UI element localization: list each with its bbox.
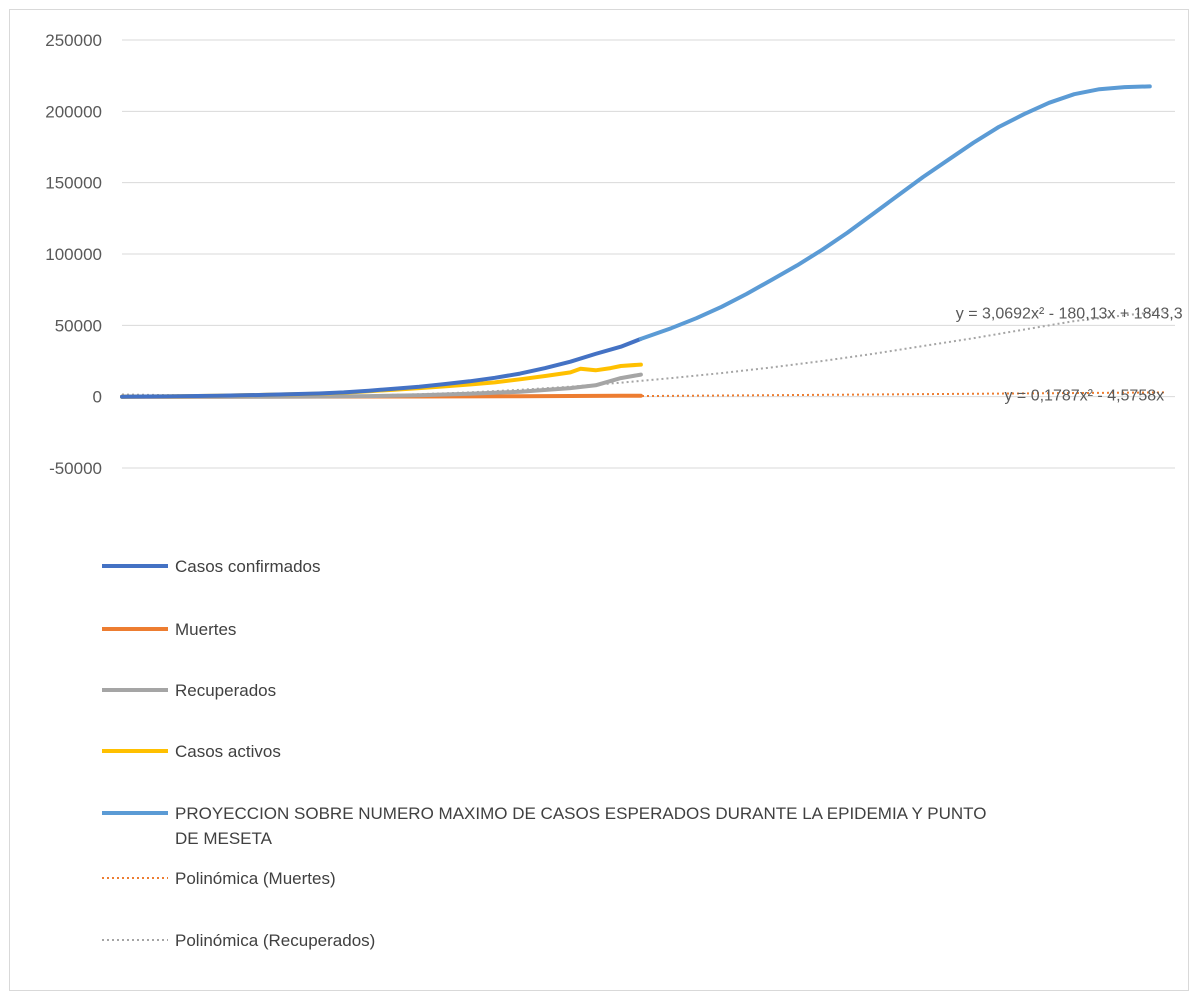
legend-label: Polinómica (Muertes) <box>175 869 336 888</box>
series-line-casos-activos <box>120 362 643 399</box>
legend-item-casos-confirmados: Casos confirmados <box>102 557 321 576</box>
series-line-casos-confirmados <box>120 336 643 399</box>
y-tick-label: 200000 <box>45 102 102 121</box>
y-axis-ticks: 250000 200000 150000 100000 50000 0 -50000 <box>45 31 102 478</box>
y-tick-label: 150000 <box>45 174 102 193</box>
annotation-layer: y = 3,0692x² - 180,13x + 1843,3 y = 0,178… <box>956 305 1183 404</box>
legend-item-casos-activos: Casos activos <box>102 742 281 761</box>
legend-label: PROYECCION SOBRE NUMERO MAXIMO DE CASOS … <box>175 804 986 823</box>
legend: Casos confirmados Muertes Recuperados Casos… <box>102 557 986 950</box>
legend-label-line2: DE MESETA <box>175 829 273 848</box>
y-tick-label: 100000 <box>45 245 102 264</box>
y-tick-label: 250000 <box>45 31 102 50</box>
legend-item-proyeccion-sobre-numero-maximo-de-casos-: PROYECCION SOBRE NUMERO MAXIMO DE CASOS … <box>102 804 986 848</box>
legend-label: Casos activos <box>175 742 281 761</box>
legend-label: Muertes <box>175 620 236 639</box>
trendline-equation: y = 3,0692x² - 180,13x + 1843,3 <box>956 305 1183 322</box>
trendline-equation: y = 0,1787x² - 4,5758x <box>1004 388 1164 405</box>
legend-label: Casos confirmados <box>175 557 321 576</box>
line-chart: 250000 200000 150000 100000 50000 0 -50000 y =… <box>45 31 1183 950</box>
series-line-proyeccion-sobre-numero-maximo-de-casos- <box>638 84 1152 341</box>
legend-item-muertes: Muertes <box>102 620 236 639</box>
legend-item-polinomica-muertes: Polinómica (Muertes) <box>102 869 336 888</box>
y-tick-label: 50000 <box>55 316 102 335</box>
legend-label: Recuperados <box>175 681 276 700</box>
chart-frame: 250000 200000 150000 100000 50000 0 -50000 y =… <box>9 9 1189 991</box>
series-line-polinomica-recuperados <box>121 310 1166 398</box>
series-layer <box>120 84 1166 399</box>
legend-item-recuperados: Recuperados <box>102 681 276 700</box>
y-tick-label: 0 <box>93 388 102 407</box>
y-tick-label: -50000 <box>49 459 102 478</box>
legend-item-polinomica-recuperados: Polinómica (Recuperados) <box>102 931 375 950</box>
legend-label: Polinómica (Recuperados) <box>175 931 375 950</box>
series-line-recuperados <box>120 372 643 399</box>
